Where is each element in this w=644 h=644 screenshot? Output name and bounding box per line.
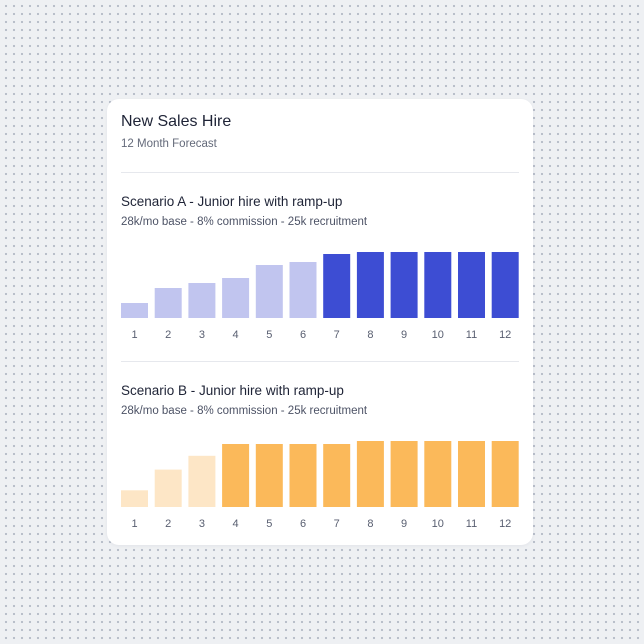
x-tick-label-12: 12 <box>499 518 511 530</box>
bar-month-12 <box>491 252 519 318</box>
header-divider <box>121 172 519 173</box>
bar-month-6 <box>289 262 317 318</box>
x-tick-label-6: 6 <box>300 518 306 530</box>
x-tick-label-10: 10 <box>432 518 444 530</box>
scenario-a-title: Scenario A - Junior hire with ramp-up <box>121 194 343 209</box>
x-tick-label-1: 1 <box>131 518 137 530</box>
x-tick-label-9: 9 <box>401 329 407 341</box>
x-tick-label-9: 9 <box>401 518 407 530</box>
x-tick-label-5: 5 <box>266 329 272 341</box>
bar-month-5 <box>255 265 283 318</box>
bar-month-5 <box>255 444 283 507</box>
x-tick-label-8: 8 <box>367 329 373 341</box>
bar-month-8 <box>356 441 384 507</box>
scenario-b-title: Scenario B - Junior hire with ramp-up <box>121 383 344 398</box>
card-subtitle: 12 Month Forecast <box>121 138 217 150</box>
scenario-b-bar-chart: 1 2 3 4 5 6 7 8 9 10 11 12 <box>121 441 519 530</box>
x-tick-label-7: 7 <box>334 329 340 341</box>
bar-month-7 <box>323 444 351 507</box>
x-tick-label-1: 1 <box>131 329 137 341</box>
bar-month-1 <box>121 303 148 318</box>
x-tick-label-5: 5 <box>266 518 272 530</box>
x-tick-label-3: 3 <box>199 518 205 530</box>
bar-month-10 <box>424 441 452 507</box>
bar-month-4 <box>222 278 250 318</box>
scenario-b: Scenario B - Junior hire with ramp-up 28… <box>107 383 533 553</box>
scenario-a-bar-chart: 1 2 3 4 5 6 7 8 9 10 11 12 <box>121 252 519 341</box>
scenario-a-details: 28k/mo base - 8% commission - 25k recrui… <box>121 216 368 228</box>
x-tick-label-12: 12 <box>499 329 511 341</box>
bar-month-9 <box>390 441 418 507</box>
bar-month-8 <box>356 252 384 318</box>
x-tick-label-11: 11 <box>466 329 477 341</box>
bar-month-2 <box>154 469 182 507</box>
x-tick-label-7: 7 <box>334 518 340 530</box>
bar-month-3 <box>188 455 216 507</box>
bar-month-2 <box>154 288 182 318</box>
x-tick-label-11: 11 <box>466 518 477 530</box>
bar-month-9 <box>390 252 418 318</box>
x-tick-label-4: 4 <box>233 518 239 530</box>
scenario-a: Scenario A - Junior hire with ramp-up 28… <box>107 194 533 364</box>
x-tick-label-4: 4 <box>233 329 239 341</box>
bar-month-12 <box>491 441 519 507</box>
x-tick-label-6: 6 <box>300 329 306 341</box>
x-tick-label-2: 2 <box>165 329 171 341</box>
bar-month-1 <box>121 490 148 507</box>
section-divider <box>121 361 519 362</box>
x-tick-label-2: 2 <box>165 518 171 530</box>
bar-month-10 <box>424 252 452 318</box>
bar-month-4 <box>222 444 250 507</box>
bar-month-11 <box>458 252 485 318</box>
card-title: New Sales Hire <box>121 113 232 130</box>
forecast-card: New Sales Hire 12 Month Forecast Scenari… <box>107 99 533 545</box>
bar-month-3 <box>188 283 216 318</box>
bar-month-11 <box>458 441 485 507</box>
bar-month-6 <box>289 444 317 507</box>
x-tick-label-3: 3 <box>199 329 205 341</box>
scenario-b-details: 28k/mo base - 8% commission - 25k recrui… <box>121 405 368 417</box>
bar-month-7 <box>323 254 351 318</box>
x-tick-label-8: 8 <box>367 518 373 530</box>
x-tick-label-10: 10 <box>432 329 444 341</box>
